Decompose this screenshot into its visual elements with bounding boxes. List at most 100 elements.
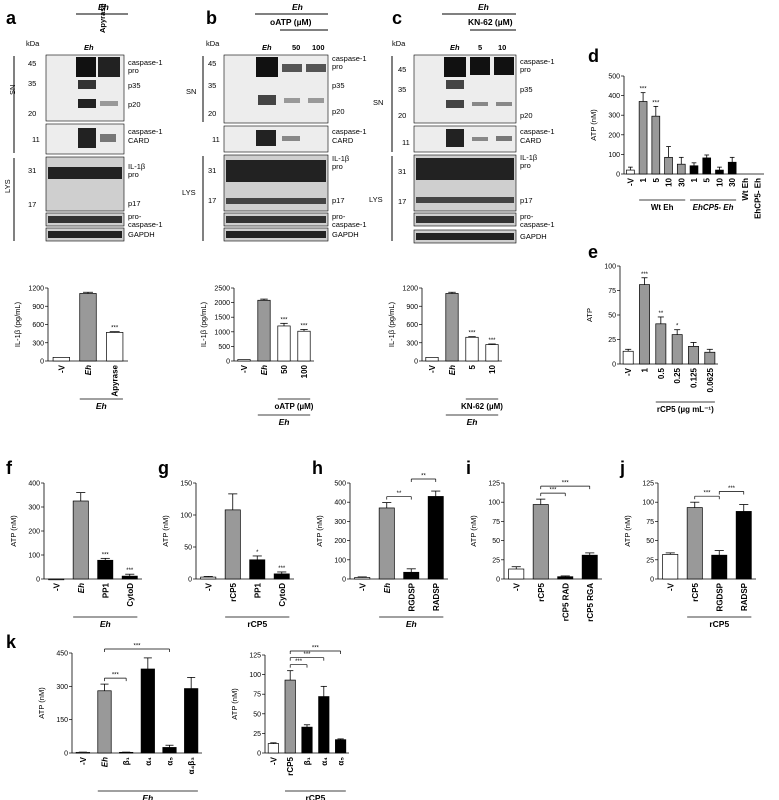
chart-c-ytick-label: 0 [414, 359, 418, 366]
panel-letter-f: f [6, 458, 13, 478]
chart-j-ytick-label: 25 [646, 557, 654, 564]
chart-k1-ylabel: ATP (nM) [37, 687, 46, 719]
chart-h-comparison-label: ** [397, 491, 402, 497]
chart-a-bar [52, 357, 70, 362]
chart-b-ytick-label: 2000 [214, 300, 230, 307]
chart-d-bar [689, 165, 699, 175]
chart-b-category-label: -V [240, 364, 249, 373]
panel-letter-b: b [206, 8, 217, 28]
chart-k2-bar [267, 743, 279, 754]
blot-b-treatment: oATP (µM) [270, 17, 312, 27]
blot-c-band [472, 102, 488, 106]
chart-e-significance: *** [641, 272, 649, 278]
chart-a-category-label: Apyrase [111, 364, 120, 396]
chart-i-comparison-label: *** [549, 488, 557, 494]
blot-a-band [48, 231, 122, 238]
chart-f-category-label: CytoD [126, 583, 135, 607]
chart-e-bar [688, 346, 699, 365]
blot-c-band [446, 80, 464, 89]
chart-h-bar [354, 577, 371, 580]
chart-g-bar [273, 573, 290, 580]
chart-h-ytick-label: 500 [334, 481, 346, 488]
chart-e-category-label: -V [624, 367, 633, 376]
chart-h-group-label: Eh [406, 619, 417, 629]
chart-j-bar [662, 554, 679, 580]
chart-j-category-label: RGDSP [715, 582, 724, 611]
chart-k1-bar [184, 688, 199, 754]
chart-j-category-label: rCP5 [691, 582, 700, 601]
chart-j-bar [735, 511, 752, 580]
blot-a-kda: kDa [26, 39, 40, 48]
panel-letter-a: a [6, 8, 17, 28]
chart-c-ytick-label: 300 [406, 340, 418, 347]
blot-a-label: GAPDH [128, 230, 155, 239]
blot-b-label: caspase-1 [332, 220, 367, 229]
chart-j-group-label: rCP5 [709, 619, 729, 629]
blot-c-band [416, 158, 514, 180]
blot-b-band [226, 231, 326, 238]
chart-k1-category-label: α₄β₃ [187, 757, 196, 775]
blot-c-band [444, 57, 466, 77]
chart-d-significance: *** [640, 87, 648, 93]
chart-i-category-label: rCP5 RAD [561, 583, 570, 621]
blot-c-label: caspase-1 [520, 57, 555, 66]
blot-a-label: IL-1β [128, 162, 146, 171]
chart-k1-bar [140, 668, 155, 754]
chart-k2-group-label: rCP5 [305, 793, 325, 800]
blot-c-label: IL-1β [520, 153, 538, 162]
blot-c: Eh KN-62 (µM) kDa Eh 5 10 45 35 20 11 31… [369, 2, 555, 244]
blot-b-label: pro [332, 162, 343, 171]
chart-d-ylabel: ATP (nM) [589, 109, 598, 141]
chart-d-category-label: 10 [715, 177, 724, 186]
blot-c-label: GAPDH [520, 232, 547, 241]
chart-b-bar [277, 325, 291, 362]
chart-h-ytick-label: 200 [334, 538, 346, 545]
chart-c-bar [425, 357, 439, 362]
chart-e-ytick-label: 50 [608, 313, 616, 320]
chart-g-category-label: -V [204, 582, 213, 591]
blot-a-lys-label: LYS [3, 179, 12, 193]
blot-a-band [76, 57, 96, 77]
chart-d-bar [702, 157, 712, 175]
blot-c-label: CARD [520, 136, 542, 145]
chart-k1-ytick-label: 0 [64, 751, 68, 758]
chart-e-ytick-label: 100 [604, 264, 616, 271]
chart-i-comparison-label: *** [562, 481, 570, 487]
blot-b-band [226, 216, 326, 223]
chart-h-bar [427, 496, 444, 580]
blot-b-marker: 20 [208, 109, 216, 118]
chart-b-significance: *** [300, 323, 308, 329]
chart-g-significance: *** [278, 566, 286, 572]
chart-f-bar [48, 578, 65, 581]
chart-d-bar [715, 169, 724, 175]
chart-f-category-label: -V [52, 582, 61, 591]
blot-c-label: p17 [520, 196, 533, 205]
chart-d-bar [727, 161, 737, 175]
blot-c-sn-label: SN [373, 98, 383, 107]
blot-b-label: pro- [332, 212, 346, 221]
chart-k1-comparison-label: *** [133, 644, 141, 650]
chart-f-category-label: Eh [77, 583, 86, 593]
chart-k1-category-label: β₁ [122, 756, 131, 765]
chart-b-bar [297, 330, 311, 362]
chart-i-ylabel: ATP (nM) [469, 515, 478, 547]
chart-c-significance: *** [488, 338, 496, 344]
blot-b-marker: 45 [208, 59, 216, 68]
chart-g-category-label: CytoD [278, 583, 287, 607]
chart-c-category-label: 10 [488, 364, 497, 373]
chart-j-ytick-label: 0 [650, 577, 654, 584]
blot-c-band [416, 197, 514, 203]
chart-g-bar [224, 509, 241, 580]
chart-k2-ytick-label: 25 [253, 731, 261, 738]
blot-c-band [416, 216, 514, 223]
chart-k1-ytick-label: 300 [56, 684, 68, 691]
chart-k2-ytick-label: 0 [257, 751, 261, 758]
chart-f-ytick-label: 400 [28, 481, 40, 488]
chart-f-bar [121, 575, 138, 580]
chart-f-ytick-label: 0 [36, 577, 40, 584]
chart-k2-category-label: α₅ [337, 757, 346, 766]
chart-b-ytick-label: 1000 [214, 329, 230, 336]
chart-k1-category-label: Eh [101, 757, 110, 767]
chart-d-category-label: 1 [690, 177, 699, 182]
chart-k1-comparison-label: *** [112, 673, 120, 679]
